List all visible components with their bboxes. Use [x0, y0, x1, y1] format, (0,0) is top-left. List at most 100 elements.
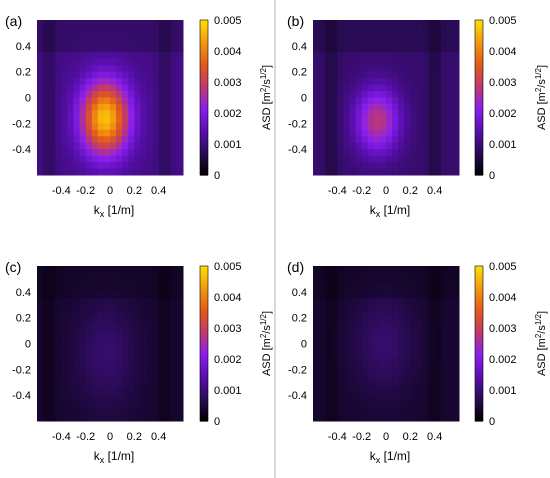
heatmap-cell: [122, 142, 129, 150]
heatmap-cell: [361, 330, 369, 338]
heatmap-cell: [337, 110, 344, 118]
heatmap-cell: [361, 97, 369, 105]
heatmap-cell: [103, 324, 111, 332]
heatmap-cell: [440, 291, 448, 299]
colorbar-step: [475, 302, 483, 306]
heatmap-cell: [404, 168, 411, 176]
heatmap-cell: [319, 388, 326, 396]
heatmap-cell: [398, 317, 405, 325]
heatmap-cell: [398, 26, 405, 34]
heatmap-cell: [49, 330, 56, 338]
heatmap-cell: [128, 304, 135, 312]
heatmap-cell: [79, 285, 87, 293]
heatmap-cell: [43, 162, 50, 170]
heatmap-cell: [85, 285, 93, 293]
heatmap-cell: [91, 375, 99, 383]
colorbar-step: [475, 89, 483, 93]
heatmap-cell: [349, 103, 357, 111]
heatmap-cell: [452, 136, 460, 144]
heatmap-cell: [91, 414, 99, 422]
heatmap-cell: [325, 168, 332, 176]
heatmap-cell: [410, 291, 417, 299]
heatmap-cell: [331, 129, 338, 137]
colorbar-tick-label: 0: [214, 170, 220, 182]
heatmap-cell: [379, 343, 387, 351]
heatmap-cell: [164, 116, 172, 124]
heatmap-cell: [331, 343, 338, 351]
heatmap-cell: [325, 337, 332, 344]
heatmap-cell: [158, 39, 166, 47]
heatmap-cell: [355, 149, 363, 157]
heatmap-cell: [67, 401, 74, 409]
heatmap-cell: [128, 324, 135, 332]
heatmap-cell: [313, 330, 320, 338]
heatmap-cell: [134, 388, 141, 396]
heatmap-cell: [416, 65, 423, 73]
heatmap-cell: [61, 58, 68, 66]
heatmap-cell: [158, 382, 166, 390]
colorbar-step: [475, 392, 483, 396]
heatmap-cell: [55, 388, 62, 396]
heatmap-cell: [122, 110, 129, 118]
heatmap-cell: [337, 97, 344, 105]
heatmap-cell: [55, 356, 62, 364]
heatmap-cell: [373, 330, 381, 338]
heatmap-cell: [416, 401, 423, 409]
heatmap-cell: [428, 78, 436, 86]
heatmap-cell: [410, 356, 417, 364]
heatmap-cell: [55, 304, 62, 312]
heatmap-cell: [386, 149, 393, 157]
heatmap-cell: [337, 149, 344, 157]
heatmap-cell: [122, 162, 129, 170]
colorbar-step: [475, 138, 483, 143]
heatmap-cell: [134, 155, 141, 163]
heatmap-cell: [128, 162, 135, 170]
heatmap-cell: [367, 311, 375, 319]
heatmap-cell: [367, 324, 375, 332]
heatmap-cell: [91, 343, 99, 351]
heatmap-cell: [452, 155, 460, 163]
heatmap-cell: [361, 337, 369, 344]
heatmap-cell: [313, 349, 320, 357]
heatmap-cell: [37, 317, 44, 325]
heatmap-cell: [404, 304, 411, 312]
heatmap-cell: [452, 97, 460, 105]
heatmap-cell: [37, 155, 44, 163]
heatmap-cell: [319, 39, 326, 47]
heatmap-cell: [343, 149, 350, 157]
heatmap-cell: [140, 39, 147, 47]
heatmap-cell: [337, 155, 344, 163]
heatmap-cell: [134, 362, 141, 370]
heatmap-cell: [410, 382, 417, 390]
heatmap-cell: [404, 142, 411, 150]
heatmap-cell: [146, 362, 154, 370]
heatmap-cell: [79, 129, 87, 137]
heatmap-cell: [343, 291, 350, 299]
heatmap-cell: [116, 408, 123, 416]
heatmap-cell: [110, 311, 117, 319]
heatmap-cell: [434, 136, 442, 144]
heatmap-cell: [43, 103, 50, 111]
heatmap-cell: [97, 395, 105, 403]
heatmap-cell: [386, 304, 393, 312]
colorbar-step: [475, 304, 483, 308]
heatmap-cell: [325, 52, 332, 60]
heatmap-cell: [428, 155, 436, 163]
heatmap-cell: [122, 362, 129, 370]
heatmap-cell: [164, 369, 172, 377]
heatmap-cell: [103, 52, 111, 60]
heatmap-cell: [170, 110, 178, 118]
heatmap-cell: [152, 91, 160, 98]
heatmap-cell: [146, 356, 154, 364]
heatmap-cell: [170, 39, 178, 47]
heatmap-cell: [61, 317, 68, 325]
heatmap-cell: [398, 155, 405, 163]
heatmap-cell: [361, 162, 369, 170]
heatmap-cell: [434, 375, 442, 383]
heatmap-cell: [398, 168, 405, 176]
heatmap-cell: [37, 20, 44, 27]
heatmap-cell: [452, 71, 460, 79]
heatmap-cell: [361, 349, 369, 357]
heatmap-cell: [422, 103, 430, 111]
heatmap-cell: [116, 401, 123, 409]
